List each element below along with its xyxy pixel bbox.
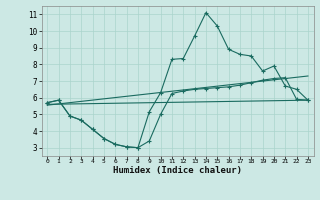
X-axis label: Humidex (Indice chaleur): Humidex (Indice chaleur)	[113, 166, 242, 175]
